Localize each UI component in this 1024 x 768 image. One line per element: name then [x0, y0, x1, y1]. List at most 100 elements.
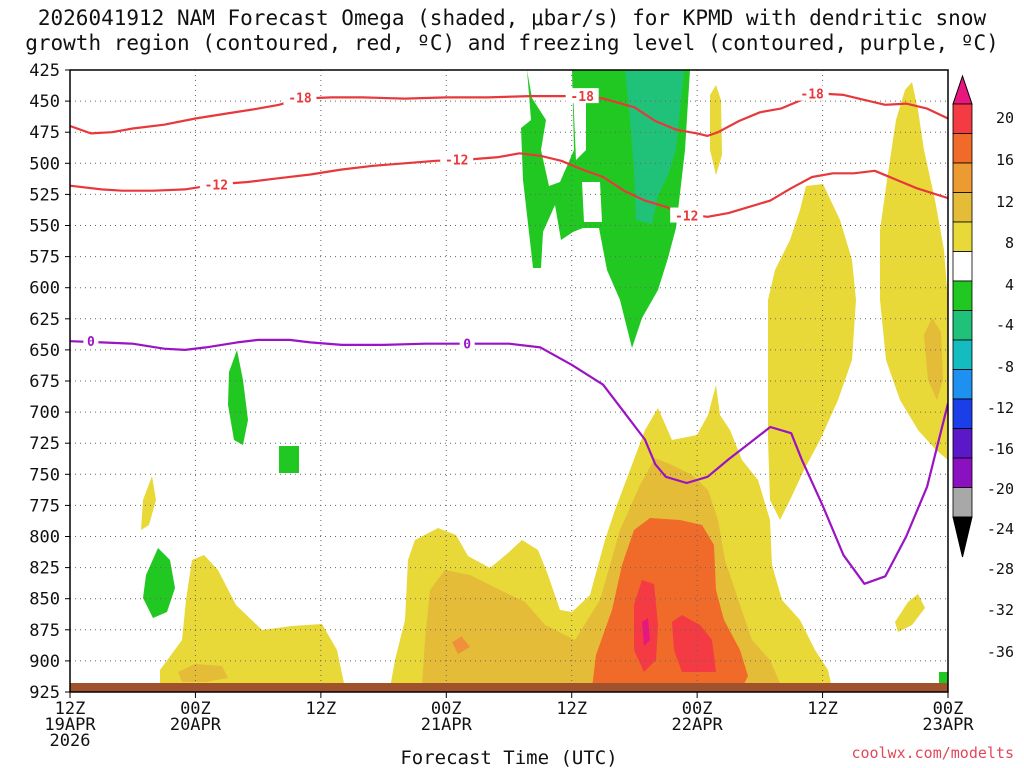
- y-tick-label: 825: [29, 559, 60, 579]
- contour-minus12c: [70, 152, 948, 218]
- omega-shading: [70, 70, 948, 692]
- colorbar-label: -8: [996, 358, 1014, 376]
- x-tick-label: 00Z: [180, 699, 211, 719]
- colorbar-label: -32: [987, 601, 1014, 619]
- y-tick-label: 575: [29, 248, 60, 268]
- sinking-patch: [143, 548, 175, 618]
- ascent-8-12: [178, 664, 228, 682]
- y-tick-label: 450: [29, 92, 60, 112]
- colorbar-swatch: [952, 251, 973, 282]
- y-tick-label: 600: [29, 279, 60, 299]
- contour-label-bg: [459, 335, 475, 351]
- ascent-4-8: [141, 476, 156, 530]
- contour-lines: -18 -18 -18 -12 -12 -12 0 0: [70, 85, 948, 585]
- colorbar-swatch: [952, 487, 973, 518]
- y-tick-label: 475: [29, 123, 60, 143]
- contour-label-bg: [795, 85, 829, 101]
- source-credit: coolwx.com/modelts: [851, 744, 1014, 762]
- colorbar-swatch: [952, 280, 973, 311]
- colorbar-label: 8: [1005, 234, 1014, 252]
- ascent-12-16: [456, 636, 466, 650]
- y-tick-label: 800: [29, 528, 60, 548]
- y-tick-label: 775: [29, 496, 60, 516]
- contour-label-bg: [83, 333, 99, 349]
- x-tick-label: 00Z: [431, 699, 462, 719]
- ground-strip: [70, 683, 948, 692]
- colorbar-swatch: [952, 339, 973, 370]
- y-tick-label: 550: [29, 217, 60, 237]
- ascent-gt-20: [642, 618, 650, 646]
- x-tick-label: 20APR: [170, 715, 222, 735]
- colorbar-swatch: [952, 162, 973, 193]
- colorbar-swatch: [952, 428, 973, 459]
- colorbar-label: 12: [996, 193, 1014, 211]
- colorbar-top-arrow: [952, 74, 973, 105]
- blank-gap-2: [573, 90, 586, 160]
- chart-title-line-2: growth region (contoured, red, ºC) and f…: [25, 31, 999, 55]
- contour-label: 0: [87, 335, 95, 350]
- colorbar-label: 20: [996, 109, 1014, 127]
- colorbar-swatch: [952, 103, 973, 134]
- y-tick-label: 675: [29, 372, 60, 392]
- ascent-12-16: [452, 637, 470, 654]
- colorbar-bottom-arrow: [952, 516, 973, 558]
- contour-label: -18: [800, 88, 824, 103]
- contour-label: -18: [570, 90, 594, 105]
- contour-label-bg: [199, 176, 233, 192]
- y-tick-label: 700: [29, 403, 60, 423]
- contour-label-bg: [670, 207, 704, 223]
- colorbar-label: -4: [996, 316, 1014, 334]
- ascent-4-8: [768, 184, 856, 520]
- x-tick-label: 19APR: [44, 715, 96, 735]
- ascent-4-8: [160, 555, 345, 688]
- x-tick-label: 23APR: [922, 715, 974, 735]
- contour-label: -12: [205, 178, 228, 193]
- colorbar-label: -12: [987, 399, 1014, 417]
- contour-label: -12: [445, 154, 468, 169]
- colorbar-swatch: [952, 398, 973, 429]
- colorbar-swatch: [952, 310, 973, 341]
- sinking-region-strong: [625, 70, 684, 224]
- contour-label: -18: [288, 91, 312, 106]
- x-tick-label: 12Z: [55, 699, 86, 719]
- y-tick-label: 625: [29, 310, 60, 330]
- contour-label-bg: [283, 89, 317, 105]
- x-tick-label: 12Z: [807, 699, 838, 719]
- contour-label-bg: [440, 151, 474, 167]
- y-tick-label: 525: [29, 185, 60, 205]
- x-tick-label: 22APR: [672, 715, 724, 735]
- y-tick-label: 750: [29, 465, 60, 485]
- y-tick-label: 425: [29, 61, 60, 81]
- y-tick-label: 650: [29, 341, 60, 361]
- sinking-patch: [279, 446, 299, 473]
- y-tick-label: 875: [29, 621, 60, 641]
- x-axis-label: Forecast Time (UTC): [400, 747, 617, 768]
- contour-label: -12: [675, 210, 698, 225]
- colorbar-label: -24: [987, 520, 1014, 538]
- x-tick-label: 00Z: [682, 699, 713, 719]
- sinking-patch: [228, 350, 248, 445]
- x-tick-label: 12Z: [305, 699, 336, 719]
- ascent-4-8: [880, 82, 948, 460]
- colorbar-label: -16: [987, 440, 1014, 458]
- contour-label-bg: [565, 88, 599, 104]
- colorbar-swatch: [952, 133, 973, 164]
- x-tick-label: 21APR: [421, 715, 473, 735]
- y-axis: 425 450 475 500 525 550 575 600 625 650 675 700 725 7…: [29, 61, 70, 703]
- colorbar-legend: 20 16 12 8 4 -4 -8 -12 -16 -20 -24 -28 -32 -36: [952, 74, 1014, 661]
- colorbar-label: -36: [987, 643, 1014, 661]
- chart-title-line-1: 2026041912 NAM Forecast Omega (shaded, μ…: [37, 6, 987, 30]
- colorbar-label: 4: [1005, 276, 1014, 294]
- x-tick-label: 00Z: [933, 699, 964, 719]
- colorbar-label: -28: [987, 560, 1014, 578]
- contour-0c: [70, 338, 948, 585]
- y-tick-label: 725: [29, 434, 60, 454]
- colorbar-swatch: [952, 369, 973, 400]
- colorbar-swatch: [952, 457, 973, 488]
- y-tick-label: 500: [29, 154, 60, 174]
- y-tick-label: 925: [29, 683, 60, 703]
- colorbar-label: -20: [987, 480, 1014, 498]
- colorbar-swatch: [952, 192, 973, 223]
